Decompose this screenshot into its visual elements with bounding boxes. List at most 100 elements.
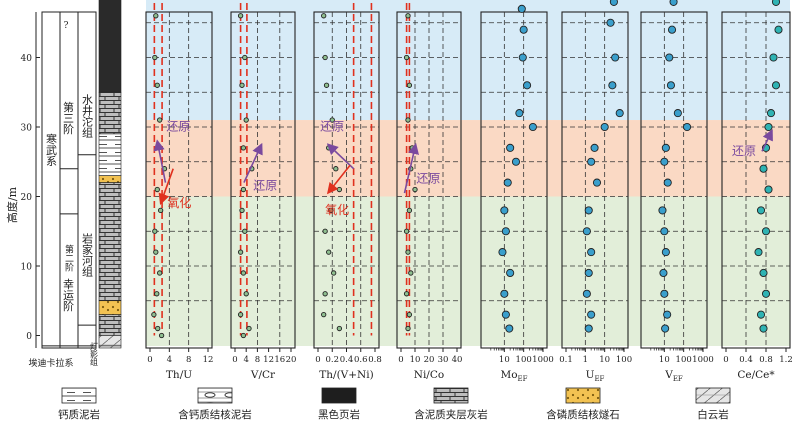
x-tick-label: 10 xyxy=(499,355,510,365)
x-tick-label: 1000 xyxy=(692,355,714,365)
legend-swatch xyxy=(695,387,731,404)
x-axis-label-main: V xyxy=(664,369,673,381)
x-tick-label: 100 xyxy=(616,355,632,365)
x-tick-label: 10 xyxy=(410,355,421,365)
data-point xyxy=(523,81,532,90)
legend-label: 含钙质结核泥岩 xyxy=(178,408,252,421)
data-point xyxy=(322,291,328,297)
legend-swatch xyxy=(61,387,97,404)
x-tick-label: 0.6 xyxy=(354,355,368,365)
x-tick-label: 8 xyxy=(255,355,260,365)
y-axis-label: 高度/m xyxy=(5,186,19,223)
data-point xyxy=(503,178,512,187)
data-point xyxy=(660,157,669,166)
basal-system-text: 埃迪卡拉系 xyxy=(28,357,73,369)
data-point xyxy=(237,13,244,19)
data-point xyxy=(754,248,763,257)
panel-6: 10 100 1000 VEF xyxy=(640,0,714,383)
data-point xyxy=(774,25,783,34)
system-label: 寒武系 xyxy=(45,132,58,166)
data-point xyxy=(587,310,596,319)
data-point xyxy=(321,13,327,19)
legend-label: 含泥质夹层灰岩 xyxy=(414,408,488,421)
x-tick-label: 20 xyxy=(286,355,297,365)
data-point xyxy=(517,4,526,13)
data-point xyxy=(500,206,509,215)
data-point xyxy=(153,13,159,19)
data-point xyxy=(154,186,160,193)
data-point xyxy=(152,54,158,61)
lithology-bed xyxy=(98,0,122,93)
data-point xyxy=(243,291,249,297)
data-point xyxy=(611,53,620,62)
legend-swatch xyxy=(433,387,469,404)
data-point xyxy=(590,143,599,152)
data-point xyxy=(331,270,337,276)
data-point xyxy=(582,227,591,236)
formation-basal-label: 灯影组 xyxy=(90,341,99,366)
data-point xyxy=(666,81,676,90)
data-point xyxy=(243,117,249,123)
data-point xyxy=(152,228,158,234)
data-point xyxy=(408,270,414,276)
data-point xyxy=(661,248,670,257)
panel-frame xyxy=(561,11,629,349)
x-tick-label: 0.4 xyxy=(340,355,354,365)
x-tick-label: 0.8 xyxy=(368,355,382,365)
data-point xyxy=(406,207,413,214)
data-point xyxy=(766,109,776,118)
lithology-bed xyxy=(98,335,122,347)
data-point xyxy=(412,186,418,193)
stratigraphic-column xyxy=(41,0,122,349)
x-axis-label-main: V/Cr xyxy=(250,369,276,381)
data-point xyxy=(246,325,252,332)
data-point xyxy=(608,81,617,90)
lithology-bed xyxy=(98,133,122,176)
stage-lower-a-label: 第二阶 xyxy=(63,243,74,272)
data-point xyxy=(506,268,515,278)
reduction-label: 还原 xyxy=(320,119,344,133)
y-tick-label: 20 xyxy=(21,193,33,203)
data-point xyxy=(584,268,593,278)
data-point xyxy=(157,207,164,214)
data-point xyxy=(584,324,593,333)
x-axis-label: UEF xyxy=(586,369,605,383)
x-tick-label: 1.2 xyxy=(779,355,793,365)
data-point xyxy=(511,157,521,166)
data-point xyxy=(500,289,509,298)
stage-lower-b-label: 幸运阶 xyxy=(62,278,75,312)
stage-upper-label: 第三阶 xyxy=(62,100,75,135)
data-point xyxy=(606,18,615,27)
x-axis-label: Ni/Co xyxy=(414,369,444,381)
x-tick-label: 10 xyxy=(599,355,610,365)
data-point xyxy=(501,310,510,319)
data-point xyxy=(761,289,771,298)
data-point xyxy=(519,25,528,34)
x-tick-label: 0 xyxy=(398,355,403,365)
legend-label: 含磷质结核燧石 xyxy=(546,408,620,421)
data-point xyxy=(673,109,682,118)
data-point xyxy=(615,109,624,118)
legend-swatch xyxy=(565,387,601,404)
data-point xyxy=(505,324,514,333)
panel-frame xyxy=(640,11,708,349)
x-tick-label: 4 xyxy=(167,355,172,365)
x-tick-label: 0 xyxy=(315,355,320,365)
data-point xyxy=(771,0,781,6)
panel-frame xyxy=(480,11,548,349)
x-axis-label-main: Ce/Ce* xyxy=(737,369,775,381)
x-tick-label: 10 xyxy=(659,355,670,365)
lithology-bed xyxy=(98,345,122,349)
data-point xyxy=(240,145,247,151)
y-tick-label: 0 xyxy=(26,332,32,342)
data-point xyxy=(761,227,771,236)
panel-5: 0.1 1 10 100 UEF xyxy=(559,0,632,383)
x-axis-label-main: Mo xyxy=(500,369,517,381)
formation-upper-label: 水井沱组 xyxy=(81,94,94,138)
data-point xyxy=(659,268,668,278)
data-point xyxy=(587,157,596,166)
x-tick-label: 12 xyxy=(263,355,274,365)
